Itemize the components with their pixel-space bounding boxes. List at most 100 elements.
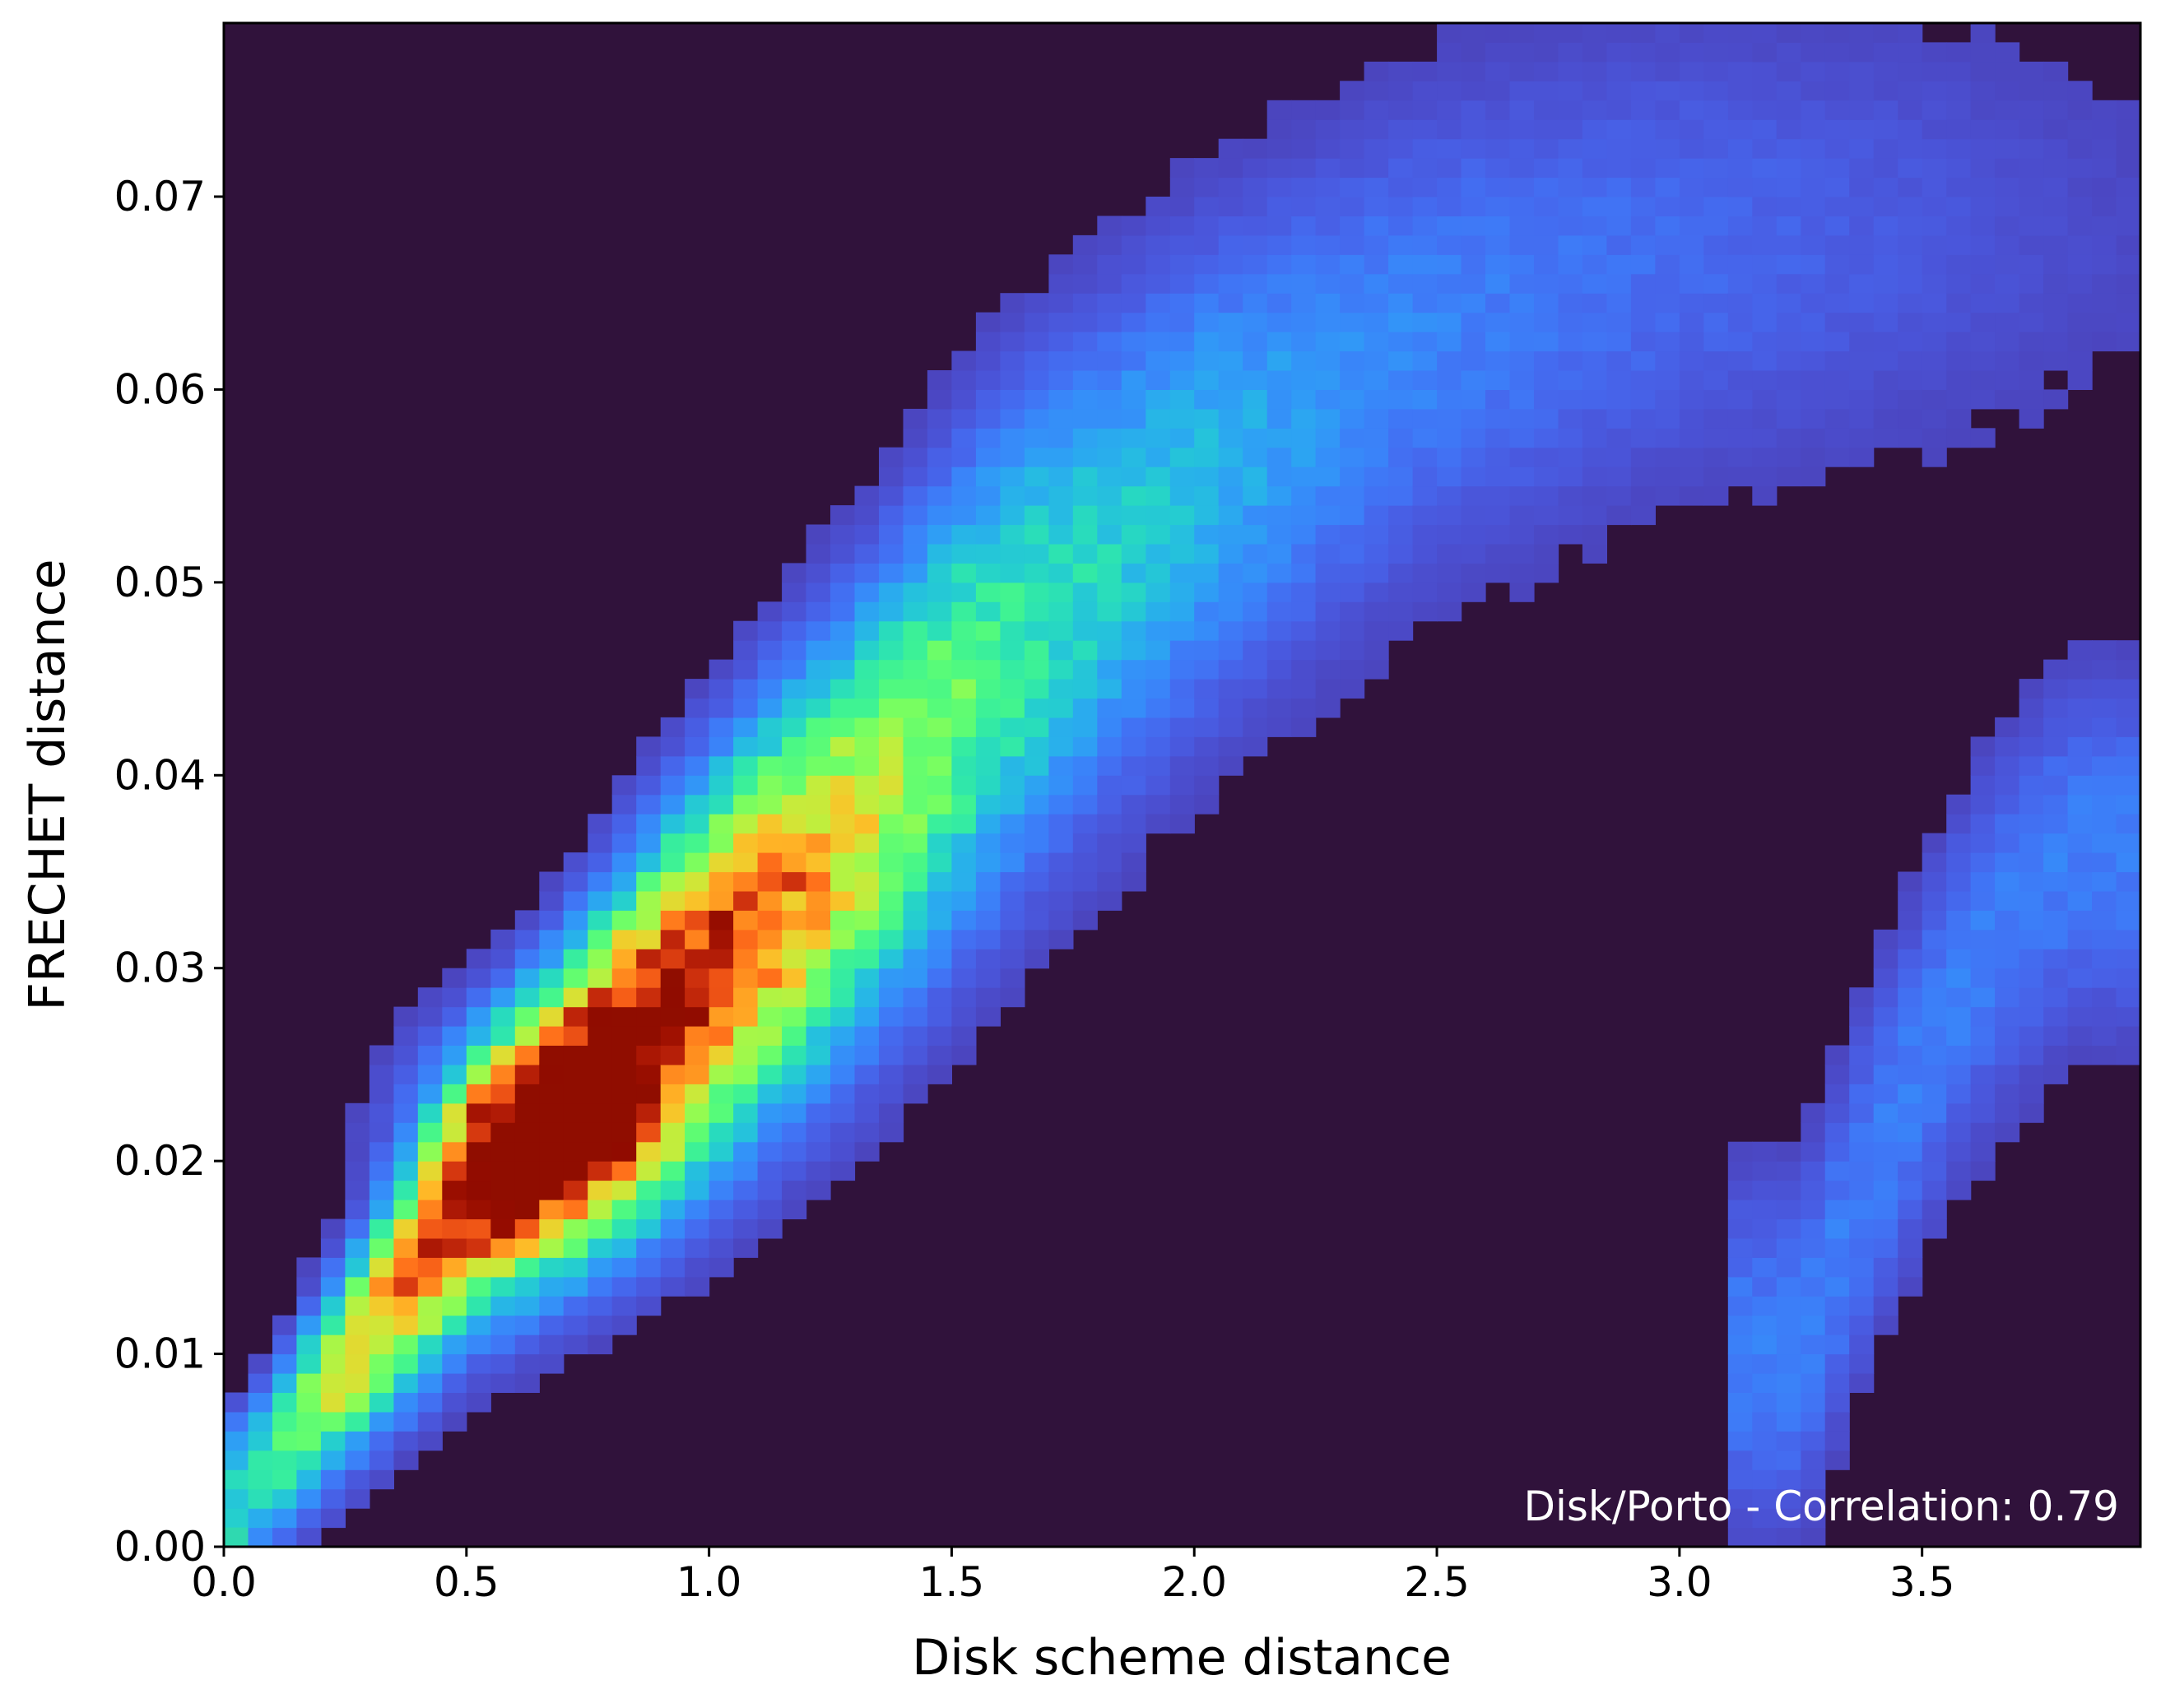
heatmap-cell — [369, 1353, 394, 1374]
heatmap-cell — [1849, 138, 1875, 159]
heatmap-cell — [1849, 1353, 1875, 1374]
heatmap-cell — [1218, 234, 1243, 255]
heatmap-cell — [1266, 601, 1292, 622]
heatmap-cell — [1388, 601, 1414, 622]
heatmap-cell — [1824, 1064, 1850, 1084]
heatmap-cell — [296, 1296, 322, 1316]
heatmap-cell — [685, 833, 710, 853]
heatmap-cell — [345, 1353, 370, 1374]
heatmap-cell — [345, 1218, 370, 1239]
heatmap-cell — [1703, 370, 1729, 390]
heatmap-cell — [1873, 61, 1898, 81]
heatmap-cell — [1873, 216, 1898, 236]
heatmap-cell — [806, 910, 831, 931]
heatmap-cell — [975, 389, 1001, 410]
heatmap-cell — [1024, 544, 1049, 564]
heatmap-cell — [1121, 814, 1146, 834]
heatmap-cell — [1776, 447, 1801, 467]
heatmap-cell — [2043, 389, 2069, 410]
heatmap-cell — [636, 755, 662, 776]
heatmap-cell — [1776, 23, 1801, 43]
heatmap-cell — [709, 775, 734, 796]
heatmap-cell — [2043, 234, 2069, 255]
heatmap-cell — [1315, 601, 1341, 622]
heatmap-cell — [903, 447, 928, 467]
heatmap-cell — [1922, 197, 1947, 216]
heatmap-cell — [466, 1102, 491, 1123]
heatmap-cell — [1752, 1431, 1778, 1451]
heatmap-cell — [951, 775, 977, 796]
heatmap-cell — [854, 524, 880, 545]
heatmap-cell — [1534, 138, 1559, 159]
heatmap-cell — [1364, 119, 1389, 140]
heatmap-cell — [1485, 81, 1511, 101]
heatmap-cell — [1679, 293, 1704, 313]
heatmap-cell — [636, 910, 662, 931]
heatmap-cell — [2043, 698, 2069, 718]
heatmap-cell — [1946, 929, 1972, 949]
heatmap-cell — [1121, 447, 1146, 467]
heatmap-cell — [490, 1084, 516, 1104]
heatmap-cell — [1461, 234, 1486, 255]
heatmap-cell — [782, 659, 807, 680]
heatmap-cell — [927, 1006, 952, 1027]
heatmap-cell — [1461, 119, 1486, 140]
heatmap-cell — [757, 1180, 783, 1200]
heatmap-cell — [951, 794, 977, 815]
heatmap-cell — [1266, 273, 1292, 294]
heatmap-cell — [1024, 736, 1049, 757]
heatmap-cell — [1388, 350, 1414, 371]
heatmap-cell — [1946, 234, 1972, 255]
heatmap-cell — [466, 1180, 491, 1200]
heatmap-cell — [1849, 1161, 1875, 1181]
heatmap-cell — [1727, 1431, 1753, 1451]
heatmap-cell — [782, 949, 807, 969]
heatmap-cell — [1776, 1180, 1801, 1200]
heatmap-cell — [1582, 234, 1607, 255]
heatmap-cell — [1970, 890, 1996, 911]
heatmap-cell — [1509, 485, 1535, 506]
heatmap-cell — [1776, 1200, 1801, 1219]
heatmap-cell — [1970, 1102, 1996, 1123]
heatmap-cell — [1097, 852, 1122, 873]
heatmap-cell — [2067, 814, 2093, 834]
heatmap-cell — [879, 949, 904, 969]
heatmap-cell — [1873, 1200, 1898, 1219]
heatmap-cell — [1097, 293, 1122, 313]
heatmap-cell — [369, 1141, 394, 1162]
heatmap-cell — [1898, 216, 1923, 236]
heatmap-cell — [1121, 485, 1146, 506]
heatmap-cell — [733, 755, 759, 776]
heatmap-cell — [1995, 197, 2020, 216]
heatmap-cell — [951, 389, 977, 410]
heatmap-cell — [1995, 81, 2020, 101]
heatmap-cell — [1752, 1508, 1778, 1529]
heatmap-cell — [466, 1296, 491, 1316]
heatmap-cell — [636, 1045, 662, 1065]
heatmap-cell — [1849, 234, 1875, 255]
heatmap-cell — [1097, 601, 1122, 622]
heatmap-cell — [1437, 61, 1462, 81]
heatmap-cell — [1218, 524, 1243, 545]
heatmap-cell — [830, 659, 856, 680]
heatmap-cell — [1995, 1045, 2020, 1065]
heatmap-cell — [2116, 775, 2141, 796]
heatmap-cell — [1995, 293, 2020, 313]
heatmap-cell — [417, 1141, 443, 1162]
heatmap-cell — [879, 968, 904, 988]
heatmap-cell — [782, 1141, 807, 1162]
heatmap-cell — [588, 1334, 613, 1355]
heatmap-cell — [514, 949, 540, 969]
heatmap-cell — [806, 833, 831, 853]
heatmap-cell — [2043, 987, 2069, 1008]
heatmap-cell — [806, 1064, 831, 1084]
heatmap-cell — [2067, 293, 2093, 313]
heatmap-cell — [830, 1006, 856, 1027]
heatmap-cell — [1703, 42, 1729, 63]
heatmap-cell — [1534, 485, 1559, 506]
heatmap-cell — [1655, 370, 1680, 390]
heatmap-cell — [1582, 485, 1607, 506]
heatmap-cell — [1437, 177, 1462, 197]
heatmap-cell — [830, 833, 856, 853]
heatmap-cell — [369, 1180, 394, 1200]
